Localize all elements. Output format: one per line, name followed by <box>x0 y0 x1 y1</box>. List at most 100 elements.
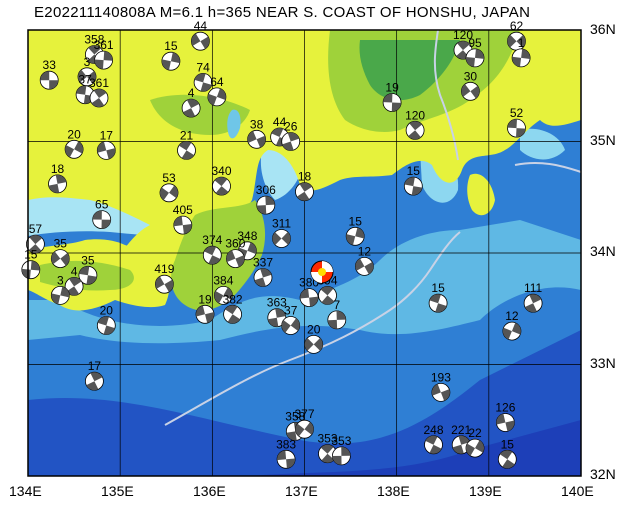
depth-label: 33 <box>43 58 57 72</box>
focal-mechanism[interactable]: 35 <box>78 253 99 285</box>
focal-mechanism[interactable]: 15 <box>427 281 450 314</box>
focal-mechanism[interactable]: 37 <box>75 73 95 105</box>
focal-mechanism[interactable]: 57 <box>23 222 48 257</box>
focal-mechanism[interactable]: 15 <box>160 39 181 72</box>
depth-label: 15 <box>431 281 445 295</box>
focal-mechanism[interactable]: 52 <box>507 106 526 138</box>
depth-label: 419 <box>154 262 174 276</box>
depth-label: 26 <box>284 120 298 134</box>
focal-mechanism[interactable]: 361 <box>86 76 111 111</box>
lat-label: 34N <box>590 243 616 259</box>
focal-mechanism[interactable]: 361 <box>94 38 114 70</box>
focal-mechanism[interactable]: 12 <box>500 309 523 343</box>
izu-peninsula <box>467 173 495 216</box>
focal-mechanism[interactable]: 20 <box>62 127 86 161</box>
lon-label: 134E <box>9 483 42 499</box>
lat-label: 32N <box>590 466 616 482</box>
depth-label: 20 <box>307 322 321 336</box>
focal-mechanism[interactable]: 74 <box>192 60 214 93</box>
focal-mechanism[interactable]: 20 <box>301 322 326 357</box>
main-event-marker[interactable] <box>310 260 334 284</box>
focal-mechanism[interactable]: 3 <box>74 55 99 90</box>
depth-label: 360 <box>225 237 245 251</box>
focal-mechanism[interactable]: 65 <box>92 198 112 230</box>
focal-mechanism[interactable]: 18 <box>292 170 317 204</box>
lon-label: 140E <box>561 483 594 499</box>
depth-label: 248 <box>423 423 443 437</box>
focal-mechanism[interactable]: 1 <box>511 36 531 68</box>
focal-mechanism[interactable]: 126 <box>495 401 517 434</box>
focal-mechanism[interactable]: 419 <box>152 262 177 296</box>
focal-mechanism[interactable]: 306 <box>256 183 276 215</box>
focal-mechanism[interactable]: 30 <box>458 69 483 104</box>
focal-mechanism[interactable]: 33 <box>39 58 59 90</box>
focal-mechanism[interactable]: 374 <box>200 233 224 267</box>
focal-mechanism[interactable]: 405 <box>173 203 193 235</box>
nankai-trough-line <box>164 231 461 426</box>
focal-mechanism[interactable]: 18 <box>47 162 68 195</box>
lon-label: 139E <box>469 483 502 499</box>
focal-mechanism[interactable]: 15 <box>495 437 520 471</box>
map-title: E202211140808A M=6.1 h=365 NEAR S. COAST… <box>34 4 531 21</box>
sagami-trough-line <box>433 29 459 161</box>
focal-mechanism[interactable]: 353 <box>331 434 352 466</box>
depth-label: 383 <box>276 437 296 451</box>
focal-mechanism[interactable]: 4 <box>179 86 203 120</box>
focal-mechanism[interactable]: 26 <box>279 120 302 153</box>
focal-mechanism[interactable]: 340 <box>209 164 234 199</box>
depth-label: 22 <box>468 426 482 440</box>
depth-label: 120 <box>405 108 425 122</box>
focal-mechanism[interactable]: 19 <box>194 292 216 325</box>
focal-mechanism[interactable]: 377 <box>292 407 317 442</box>
focal-mechanism[interactable]: 12 <box>352 244 376 278</box>
focal-mechanism[interactable]: 311 <box>269 217 294 252</box>
depth-label: 44 <box>273 115 287 129</box>
focal-mechanism[interactable]: 20 <box>95 304 117 337</box>
focal-mechanism[interactable]: 383 <box>276 437 296 469</box>
depth-label: 57 <box>29 222 43 236</box>
depth-label: 12 <box>358 244 372 258</box>
focal-mechanism[interactable]: 337 <box>252 256 275 289</box>
focal-mechanism[interactable]: 193 <box>429 370 452 404</box>
focal-mechanism[interactable]: 4 <box>62 264 87 298</box>
depth-label: 311 <box>272 217 291 231</box>
depth-label: 20 <box>100 304 114 318</box>
focal-mechanism[interactable]: 360 <box>224 237 247 271</box>
depth-label: 62 <box>510 19 524 33</box>
focal-mechanism[interactable]: 22 <box>463 426 488 460</box>
focal-mechanism[interactable]: 53 <box>156 171 181 206</box>
focal-mechanism[interactable]: 95 <box>465 36 485 68</box>
focal-mechanism[interactable]: 221 <box>450 423 472 456</box>
focal-mechanism[interactable]: 394 <box>315 273 340 308</box>
lake-biwa <box>227 109 241 139</box>
focal-mechanism[interactable]: 363 <box>266 296 287 328</box>
focal-mechanism[interactable]: 120 <box>402 108 427 143</box>
focal-mechanism[interactable]: 35 <box>48 237 73 272</box>
depth-label: 38 <box>250 117 264 131</box>
focal-mechanism[interactable]: 19 <box>382 81 402 112</box>
focal-mechanism[interactable]: 7 <box>327 298 347 330</box>
focal-mechanism[interactable]: 3 <box>50 273 72 306</box>
depth-label: 358 <box>285 409 305 423</box>
izu-bonin-trench-line <box>514 162 582 173</box>
focal-mechanism[interactable]: 384 <box>211 273 235 307</box>
depth-label: 361 <box>94 38 114 52</box>
focal-mechanism[interactable]: 17 <box>82 359 106 393</box>
focal-mechanism[interactable]: 15 <box>344 214 366 247</box>
lon-label: 138E <box>377 483 410 499</box>
depth-label: 15 <box>24 248 38 262</box>
focal-mechanism[interactable]: 111 <box>521 281 545 315</box>
focal-mechanism[interactable]: 248 <box>421 423 445 457</box>
focal-mechanism[interactable]: 15 <box>403 164 424 196</box>
focal-mechanism[interactable]: 38 <box>245 117 269 151</box>
focal-mechanism[interactable]: 21 <box>174 128 199 162</box>
focal-mechanism[interactable]: 353 <box>315 432 340 467</box>
depth-label: 52 <box>510 106 524 120</box>
depth-label: 193 <box>431 370 451 384</box>
focal-mechanism[interactable]: 37 <box>278 304 303 339</box>
focal-mechanism[interactable]: 64 <box>205 75 228 109</box>
focal-mechanism[interactable]: 382 <box>220 292 245 326</box>
focal-mechanism[interactable]: 17 <box>95 128 117 161</box>
depth-label: 15 <box>349 214 363 228</box>
